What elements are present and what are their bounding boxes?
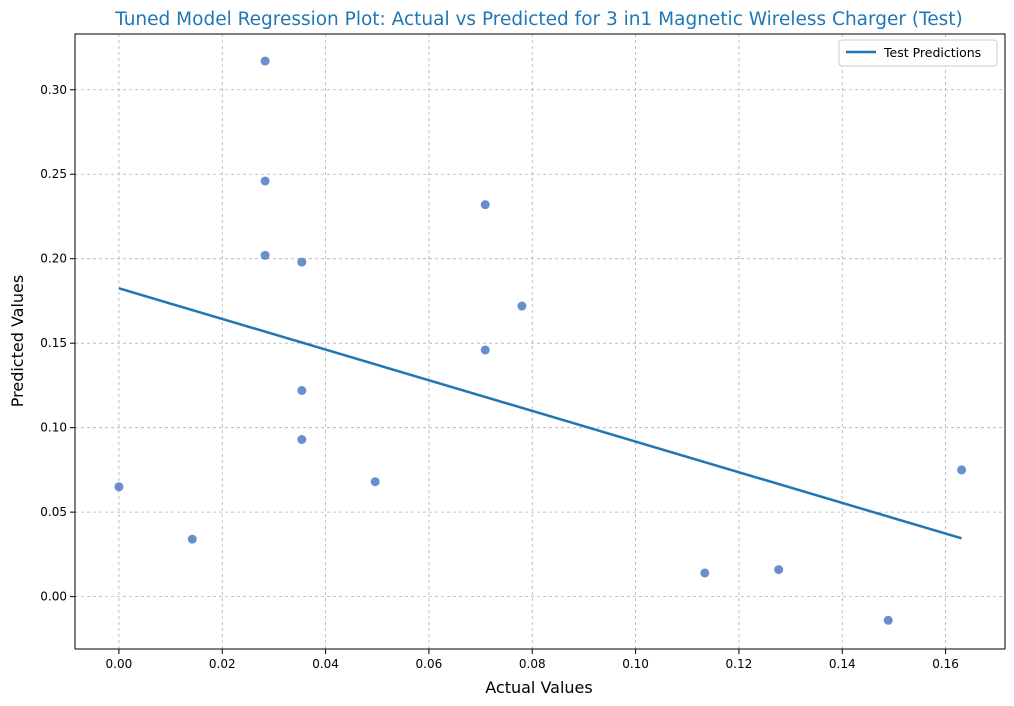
x-tick-label: 0.08 <box>519 657 546 671</box>
scatter-point <box>480 200 490 210</box>
grid-lines <box>75 34 1005 649</box>
x-tick-label: 0.04 <box>312 657 339 671</box>
scatter-point <box>774 565 784 575</box>
y-axis-ticks: 0.00 0.05 0.10 0.15 0.20 0.25 0.30 <box>40 83 75 604</box>
x-tick-label: 0.12 <box>726 657 753 671</box>
scatter-point <box>297 434 307 444</box>
scatter-point <box>517 301 527 311</box>
scatter-point <box>260 250 270 260</box>
scatter-point <box>480 345 490 355</box>
scatter-point <box>370 477 380 487</box>
y-tick-label: 0.15 <box>40 336 67 350</box>
scatter-point <box>700 568 710 578</box>
x-tick-label: 0.00 <box>106 657 133 671</box>
chart-title: Tuned Model Regression Plot: Actual vs P… <box>114 9 963 30</box>
x-tick-label: 0.02 <box>209 657 236 671</box>
scatter-points <box>114 56 967 625</box>
legend-box <box>838 39 998 67</box>
x-tick-label: 0.14 <box>829 657 856 671</box>
y-tick-label: 0.10 <box>40 421 67 435</box>
plot-frame <box>74 33 1006 650</box>
x-tick-label: 0.16 <box>932 657 959 671</box>
legend-label: Test Predictions <box>883 45 981 60</box>
y-tick-label: 0.30 <box>40 83 67 97</box>
x-axis-label: Actual Values <box>485 678 592 697</box>
scatter-point <box>957 465 967 475</box>
scatter-point <box>883 615 893 625</box>
y-tick-label: 0.05 <box>40 505 67 519</box>
y-tick-label: 0.25 <box>40 167 67 181</box>
scatter-point <box>297 385 307 395</box>
x-axis-ticks: 0.00 0.02 0.04 0.06 0.08 0.10 0.12 0.14 0.16 <box>106 649 959 671</box>
scatter-point <box>114 482 124 492</box>
scatter-point <box>187 534 197 544</box>
regression-line <box>118 287 962 540</box>
y-tick-label: 0.00 <box>40 590 67 604</box>
regression-line-group <box>118 287 962 540</box>
y-axis-label: Predicted Values <box>8 275 27 407</box>
scatter-point <box>260 176 270 186</box>
scatter-point <box>260 56 270 66</box>
legend: Test Predictions <box>838 39 998 67</box>
y-tick-label: 0.20 <box>40 252 67 266</box>
x-tick-label: 0.10 <box>622 657 649 671</box>
x-tick-label: 0.06 <box>416 657 443 671</box>
scatter-point <box>297 257 307 267</box>
